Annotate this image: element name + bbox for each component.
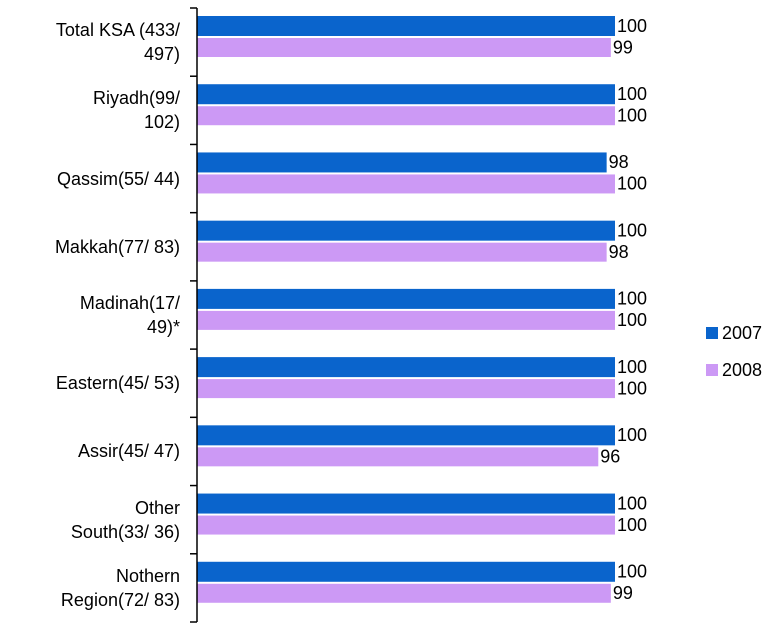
value-label: 100: [617, 174, 647, 194]
category-label: Total KSA (433/ 497): [55, 20, 180, 65]
legend-label: 2008: [722, 360, 762, 380]
category-label: Qassim(55/ 44): [56, 168, 180, 189]
bar: [197, 583, 611, 603]
value-label: 100: [617, 289, 647, 309]
bar: [197, 379, 615, 399]
category-label: Assir(45/ 47): [77, 441, 180, 462]
category-label: Riyadh(99/ 102): [92, 88, 180, 133]
legend-label: 2007: [722, 323, 762, 343]
value-label: 98: [609, 152, 629, 172]
category-label: Eastern(45/ 53): [55, 373, 180, 394]
value-label: 100: [617, 310, 647, 330]
value-label: 100: [617, 515, 647, 535]
value-label: 100: [617, 220, 647, 240]
category-label: Nothern Region(72/ 83): [60, 565, 180, 610]
value-label: 100: [617, 84, 647, 104]
bar: [197, 447, 599, 467]
value-label: 99: [613, 37, 633, 57]
category-label: Makkah(77/ 83): [54, 236, 180, 257]
value-label: 100: [617, 16, 647, 36]
value-label: 100: [617, 357, 647, 377]
bar: [197, 106, 615, 126]
bar: [197, 220, 615, 241]
value-label: 100: [617, 562, 647, 582]
value-label: 99: [613, 583, 633, 603]
value-label: 100: [617, 378, 647, 398]
category-label: Other South(33/ 36): [70, 497, 180, 542]
bar: [197, 288, 615, 309]
bar: [197, 152, 607, 173]
bar: [197, 84, 615, 105]
bar: [197, 16, 615, 36]
category-label: Madinah(17/ 49)*: [79, 292, 180, 337]
bar: [197, 515, 615, 535]
value-label: 96: [600, 447, 620, 467]
value-label: 100: [617, 425, 647, 445]
value-label: 98: [609, 242, 629, 262]
bar: [197, 493, 615, 514]
bar: [197, 242, 607, 262]
bar: [197, 310, 615, 330]
legend-swatch: [706, 364, 718, 376]
value-label: 100: [617, 493, 647, 513]
bar: [197, 561, 615, 582]
bar: [197, 38, 611, 57]
bar: [197, 174, 615, 194]
bar: [197, 357, 615, 378]
bar: [197, 425, 615, 446]
value-label: 100: [617, 105, 647, 125]
legend-swatch: [706, 327, 718, 339]
